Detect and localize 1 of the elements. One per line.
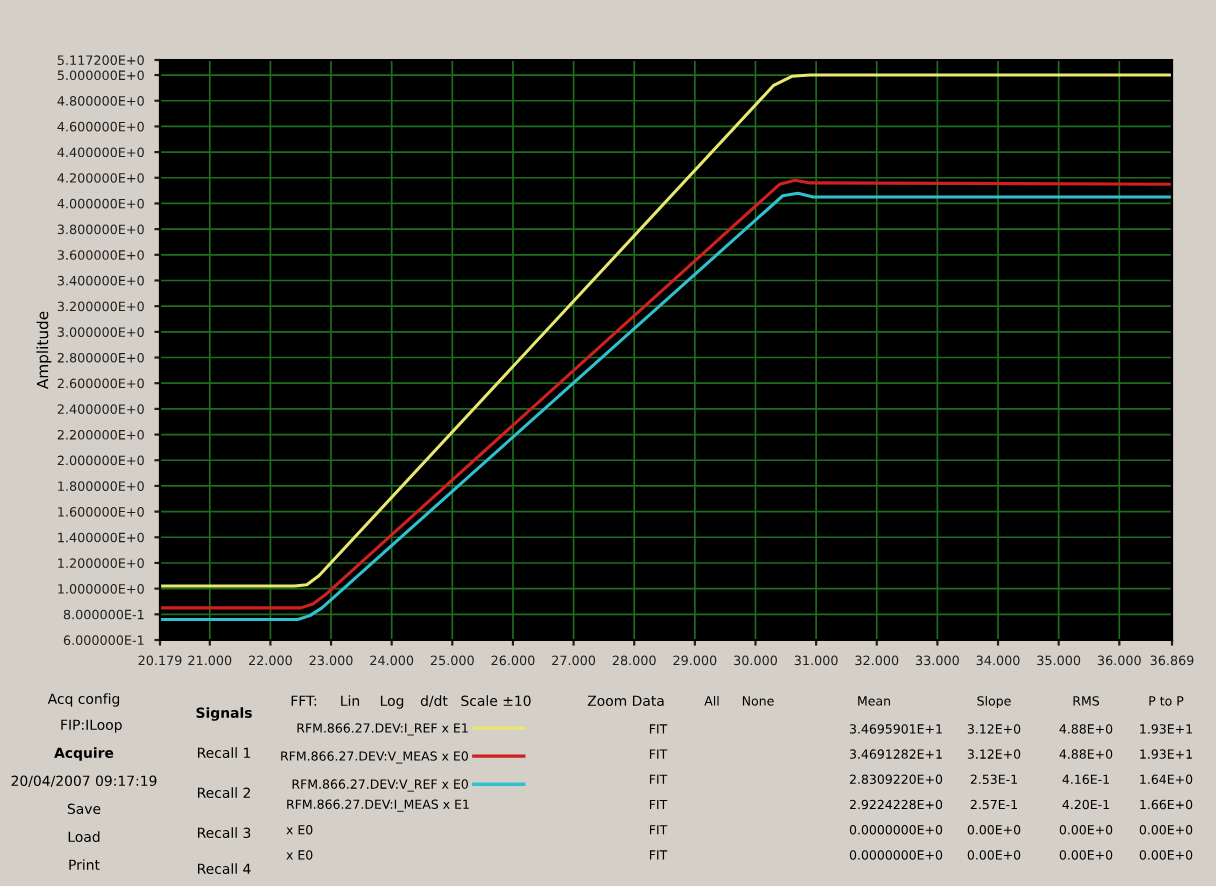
line-series bbox=[160, 73, 1172, 588]
